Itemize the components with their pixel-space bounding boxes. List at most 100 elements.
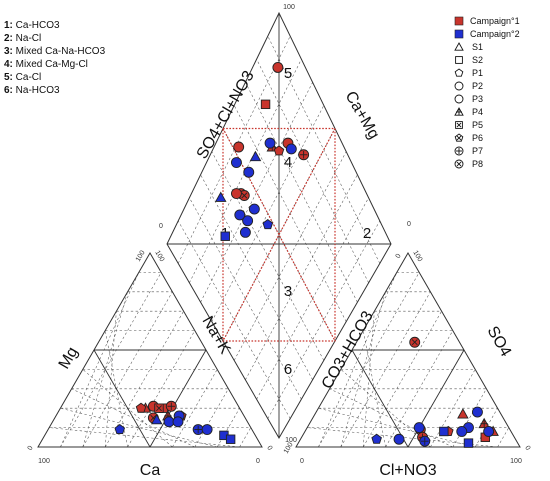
legend-station-label: S1	[472, 42, 483, 52]
legend-swatch	[454, 16, 464, 26]
cation-triangle-gridline	[60, 272, 162, 448]
diamond-point	[272, 62, 284, 73]
legend-station-label: S2	[472, 55, 483, 65]
legend-station-label: P7	[472, 146, 483, 156]
cation-triangle-gridline	[60, 272, 140, 448]
diamond-gridline	[267, 220, 381, 419]
diamond-point	[260, 99, 271, 110]
cation-triangle-gridline	[194, 388, 229, 448]
anion-point	[483, 426, 495, 437]
zone-number-3: 3	[284, 283, 292, 300]
tick-label: 100	[283, 441, 295, 455]
anion-point	[457, 408, 469, 419]
cation-triangle-gridline	[60, 407, 218, 448]
legend-symbol	[454, 159, 464, 169]
tick-label: 100	[411, 249, 423, 263]
diamond-point	[248, 203, 260, 215]
legend-symbol	[454, 68, 464, 77]
diamond-point	[239, 226, 251, 238]
tick-label: 0	[407, 221, 411, 228]
zone-key-label: Mixed Ca-Mg-Cl	[16, 59, 88, 70]
diamond-point	[249, 150, 262, 162]
zone-key-label: Mixed Ca-Na-HCO3	[16, 46, 106, 57]
diamond-point	[234, 209, 246, 221]
diamond-gridline	[177, 220, 291, 419]
diamond-gridline	[211, 151, 325, 361]
legend: Campaign°1 Campaign°2 S1 S2 P1 P2 P3 P4 P5 P6 P7 P8	[454, 16, 520, 169]
zone-key-item: 1: Ca-HCO3	[4, 20, 60, 31]
anion-divider	[351, 349, 409, 448]
axis-label-ca: Ca	[140, 462, 161, 479]
cation-divider	[149, 349, 207, 448]
zone-layer	[222, 127, 336, 342]
tick-label: 100	[285, 437, 297, 444]
cation-point	[172, 416, 184, 428]
zone-key-label: Na-Cl	[16, 33, 42, 44]
legend-symbol	[454, 42, 464, 51]
diamond-point	[233, 141, 245, 153]
tick-label: 100	[510, 458, 522, 465]
axis-label-so4: SO4	[484, 324, 515, 360]
cation-triangle-gridline	[172, 369, 218, 448]
cation-point	[135, 402, 147, 413]
diamond-point	[285, 143, 297, 155]
cation-point	[163, 416, 175, 428]
legend-symbol	[454, 94, 464, 104]
zone-key-number: 2:	[4, 33, 16, 44]
anion-triangle-gridline	[452, 388, 487, 448]
legend-station-label: P6	[472, 133, 483, 143]
diamond-gridline	[267, 35, 381, 264]
cation-triangle-gridline	[127, 330, 196, 448]
cation-triangle-gridline	[82, 291, 128, 448]
anion-triangle-gridline	[362, 311, 442, 448]
zone-key-label: Ca-Cl	[16, 72, 42, 83]
tick-label: 100	[38, 458, 50, 465]
diamond-point	[298, 149, 310, 161]
point-layer	[114, 62, 499, 448]
cation-triangle-gridline	[104, 311, 184, 448]
zone-key-item: 6: Na-HCO3	[4, 85, 60, 96]
cation-point	[154, 403, 164, 413]
zone-key-number: 4:	[4, 59, 16, 70]
cation-divider	[93, 349, 151, 448]
anion-triangle-gridline	[430, 369, 476, 448]
anion-point	[409, 336, 421, 348]
axis-label-cl-no3: Cl+NO3	[379, 462, 436, 479]
zone-number-5: 5	[284, 65, 292, 82]
zone-key-label: Na-HCO3	[16, 85, 60, 96]
tick-label: 100	[283, 4, 295, 11]
cation-point	[192, 424, 204, 435]
axis-label-ca-mg: Ca+Mg	[342, 89, 383, 143]
legend-station-label: P3	[472, 94, 483, 104]
anion-triangle-gridline	[497, 427, 510, 448]
anion-triangle-gridline	[318, 272, 420, 448]
anion-point	[456, 426, 468, 437]
legend-symbol	[454, 107, 464, 116]
anion-triangle-gridline	[318, 272, 398, 448]
legend-station-label: P1	[472, 68, 483, 78]
anion-point	[371, 433, 382, 444]
diamond-point	[220, 231, 230, 241]
zone-key-number: 6:	[4, 85, 16, 96]
tick-label: 0	[300, 458, 304, 465]
zone-key-number: 3:	[4, 46, 16, 57]
legend-station-label: P4	[472, 107, 483, 117]
legend-station-label: P5	[472, 120, 483, 130]
tick-label: 0	[27, 445, 35, 452]
tick-label: 100	[135, 249, 147, 263]
axis-label-mg: Mg	[56, 344, 82, 372]
zone-key-label: Ca-HCO3	[16, 20, 60, 31]
diamond-point	[243, 166, 255, 178]
anion-point	[471, 406, 483, 418]
zone-key-number: 5:	[4, 72, 16, 83]
cation-point	[201, 424, 213, 435]
zone-number-4: 4	[284, 154, 292, 171]
frame-layer	[37, 11, 521, 448]
cation-point	[150, 413, 163, 425]
tick-label: 0	[395, 253, 403, 260]
legend-series-label: Campaign°1	[470, 16, 520, 26]
legend-symbol	[455, 56, 463, 64]
